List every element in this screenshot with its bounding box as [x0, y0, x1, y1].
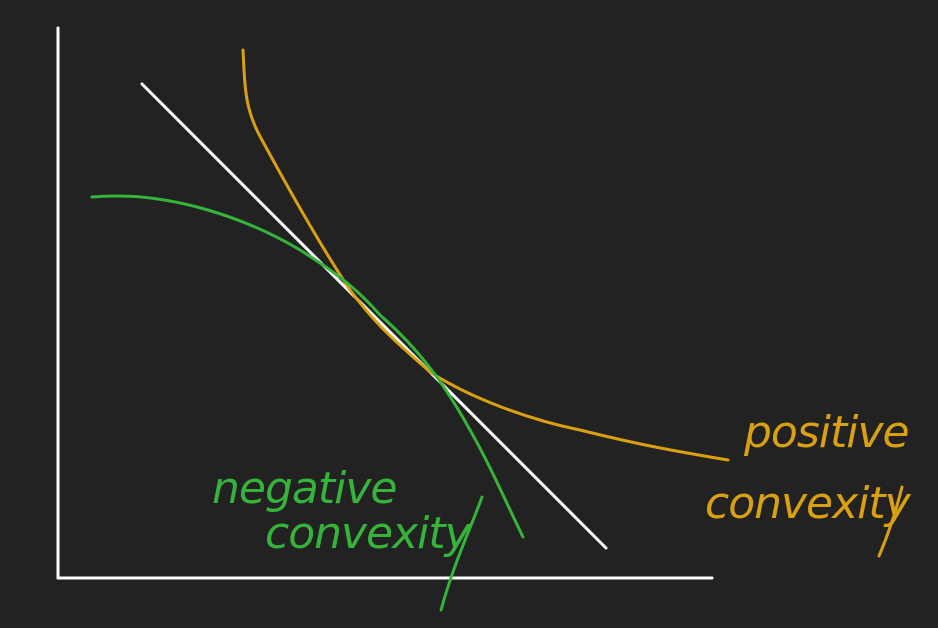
positive-label-line1: positive: [743, 407, 909, 458]
negative-label-line1: negative: [212, 463, 396, 514]
negative-label-line2: convexity: [265, 508, 472, 559]
positive-label-stroke: [877, 485, 904, 558]
negative-label-stroke: [439, 495, 484, 612]
negative-convexity-curve: [90, 194, 525, 539]
positive-label-line2: convexity: [705, 478, 912, 529]
positive-convexity-curve: [241, 48, 730, 462]
tangent-line: [140, 82, 608, 550]
